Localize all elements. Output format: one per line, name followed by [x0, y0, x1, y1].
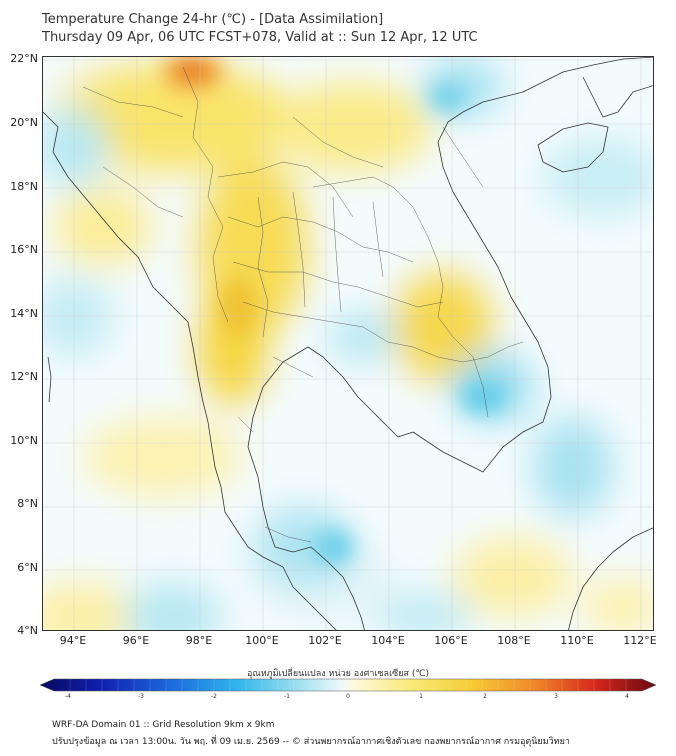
colorbar-tick: -1: [284, 693, 290, 700]
lat-label-20n: 20°N: [10, 116, 38, 129]
admin-borders: [82, 66, 524, 543]
lat-label-6n: 6°N: [17, 561, 38, 574]
lat-label-8n: 8°N: [17, 497, 38, 510]
footer-model-info: WRF-DA Domain 01 :: Grid Resolution 9km …: [52, 720, 275, 730]
map-title: Temperature Change 24-hr (℃) - [Data Ass…: [42, 12, 384, 27]
lon-label-108e: 108°E: [497, 634, 531, 647]
colorbar-tick: 3: [554, 693, 558, 700]
lon-label-94e: 94°E: [59, 634, 87, 647]
lat-label-12n: 12°N: [10, 370, 38, 383]
lon-label-110e: 110°E: [560, 634, 594, 647]
map-panel: [42, 56, 654, 631]
lon-label-96e: 96°E: [122, 634, 150, 647]
lon-label-102e: 102°E: [308, 634, 342, 647]
colorbar-tick: 4: [625, 693, 629, 700]
colorbar-tick: -3: [138, 693, 144, 700]
lon-label-98e: 98°E: [185, 634, 213, 647]
lat-label-16n: 16°N: [10, 243, 38, 256]
temperature-map: [43, 57, 653, 630]
colorbar-tick: 0: [346, 693, 350, 700]
lat-label-18n: 18°N: [10, 180, 38, 193]
colorbar-title: อุณหภูมิเปลี่ยนแปลง หน่วย องศาเซลเซียส (…: [246, 669, 430, 679]
lon-label-106e: 106°E: [434, 634, 468, 647]
lat-label-4n: 4°N: [17, 624, 38, 637]
lat-label-10n: 10°N: [10, 434, 38, 447]
colorbar-tick: -2: [211, 693, 217, 700]
footer-credit: ปรับปรุงข้อมูล ณ เวลา 13:00น. วัน พฤ. ที…: [52, 737, 570, 747]
lon-label-112e: 112°E: [623, 634, 657, 647]
colorbar-tick: -4: [65, 693, 71, 700]
lat-label-14n: 14°N: [10, 307, 38, 320]
map-subtitle: Thursday 09 Apr, 06 UTC FCST+078, Valid …: [42, 30, 478, 45]
colorbar-tick: 2: [483, 693, 487, 700]
colorbar-tick: 1: [419, 693, 423, 700]
coastlines: [43, 57, 653, 630]
colorbar: [40, 678, 656, 692]
lat-label-22n: 22°N: [10, 52, 38, 65]
lon-label-104e: 104°E: [371, 634, 405, 647]
graticule: [43, 57, 653, 630]
lon-label-100e: 100°E: [245, 634, 279, 647]
